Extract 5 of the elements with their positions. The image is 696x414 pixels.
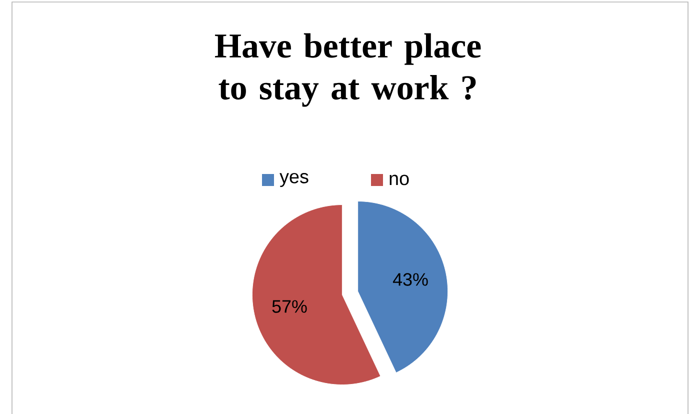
chart-title: Have better place to stay at work ? [214, 33, 481, 107]
legend-label: no [390, 174, 409, 186]
data-label: 43% [392, 273, 428, 286]
legend-label: yes [280, 172, 308, 188]
data-label: 57% [272, 300, 307, 313]
